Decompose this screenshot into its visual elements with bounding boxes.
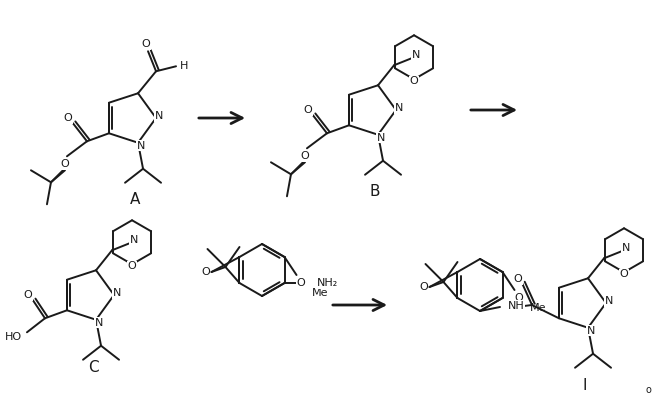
Text: O: O bbox=[419, 282, 428, 292]
Text: N: N bbox=[395, 103, 403, 113]
Text: O: O bbox=[128, 261, 137, 271]
Text: Me: Me bbox=[530, 303, 546, 313]
Text: O: O bbox=[409, 76, 419, 86]
Text: N: N bbox=[130, 235, 138, 245]
Text: N: N bbox=[605, 296, 613, 306]
Text: O: O bbox=[514, 293, 523, 303]
Text: O: O bbox=[24, 290, 32, 300]
Text: O: O bbox=[619, 269, 628, 279]
Text: N: N bbox=[587, 326, 595, 336]
Text: O: O bbox=[301, 151, 309, 161]
Text: HO: HO bbox=[5, 332, 22, 342]
Text: C: C bbox=[88, 360, 98, 375]
Text: NH: NH bbox=[508, 301, 525, 311]
Text: N: N bbox=[155, 111, 164, 121]
Text: O: O bbox=[513, 274, 523, 284]
Text: O: O bbox=[296, 278, 305, 288]
Text: N: N bbox=[112, 288, 121, 298]
Text: NH₂: NH₂ bbox=[317, 278, 337, 288]
Text: N: N bbox=[137, 141, 145, 151]
Text: O: O bbox=[201, 267, 210, 277]
Text: I: I bbox=[583, 377, 587, 392]
Text: o: o bbox=[645, 385, 651, 395]
Text: O: O bbox=[142, 39, 150, 49]
Text: N: N bbox=[412, 50, 421, 60]
Text: O: O bbox=[61, 159, 69, 169]
Text: N: N bbox=[622, 243, 630, 253]
Text: Me: Me bbox=[311, 288, 328, 298]
Text: N: N bbox=[95, 318, 103, 328]
Text: H: H bbox=[180, 61, 188, 71]
Text: O: O bbox=[63, 113, 73, 123]
Text: N: N bbox=[377, 133, 385, 143]
Text: O: O bbox=[303, 105, 313, 115]
Text: B: B bbox=[370, 185, 380, 200]
Text: A: A bbox=[129, 192, 140, 208]
